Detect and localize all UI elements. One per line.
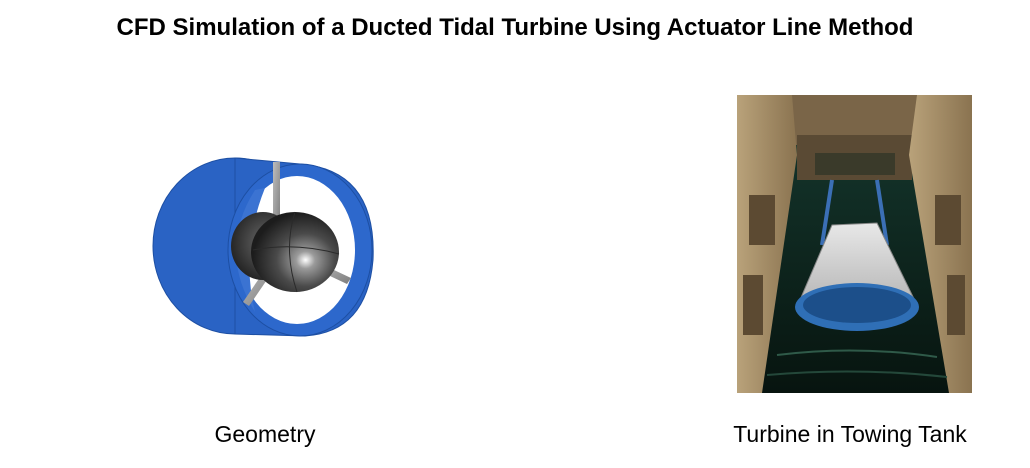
geometry-caption: Geometry: [214, 421, 316, 447]
slide-title: CFD Simulation of a Ducted Tidal Turbine…: [116, 14, 914, 41]
turbine-geometry-image: [152, 157, 374, 337]
towing-tank-photo: [737, 95, 972, 393]
towing-tank-caption: Turbine in Towing Tank: [733, 421, 967, 447]
